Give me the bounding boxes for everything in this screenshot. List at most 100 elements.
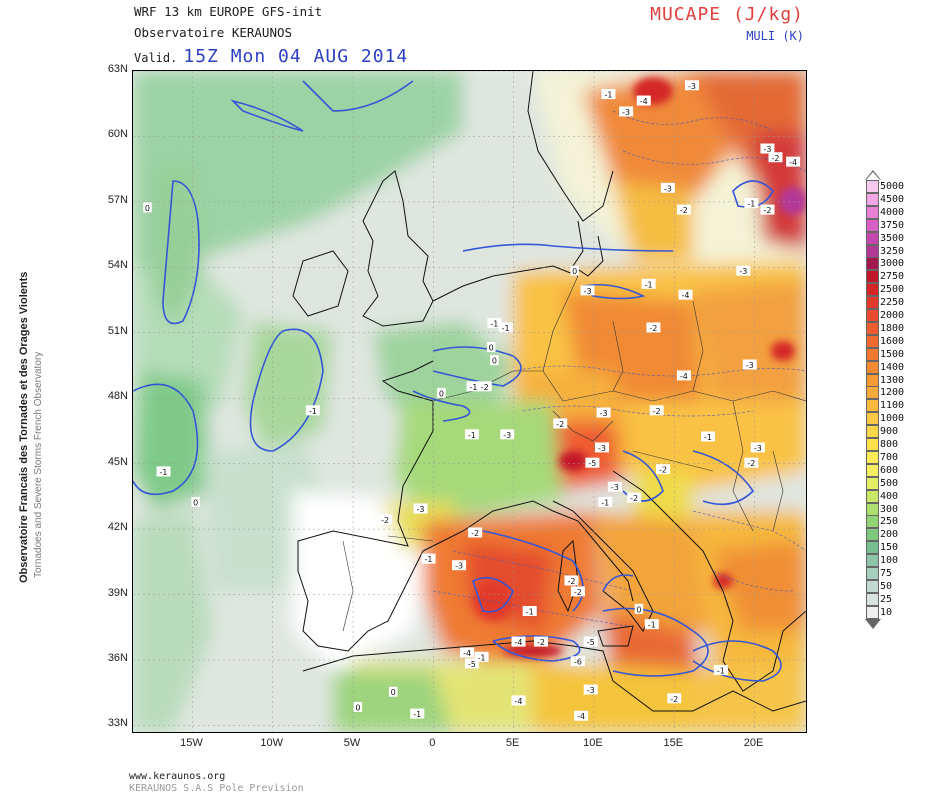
model-title: WRF 13 km EUROPE GFS-init	[134, 4, 323, 19]
contour-label: -2	[649, 405, 664, 416]
contour-label-text: -2	[471, 529, 479, 538]
contour-label-text: -3	[763, 145, 771, 154]
legend-value-label: 25	[880, 593, 893, 605]
contour-label-text: -4	[789, 158, 797, 167]
legend-value-label: 2000	[880, 310, 905, 321]
contour-label-text: -1	[470, 383, 478, 392]
legend-value-label: 4500	[880, 193, 905, 205]
contour-label-text: -1	[160, 468, 168, 477]
contour-label: -3	[619, 106, 634, 117]
legend-swatch	[866, 334, 879, 348]
legend-swatch	[866, 489, 879, 503]
legend-swatch	[866, 463, 879, 477]
legend-swatch	[866, 360, 879, 374]
contour-label-text: -3	[664, 184, 672, 193]
contour-label: -2	[477, 381, 492, 392]
legend-swatch	[866, 283, 879, 297]
legend-value-label: 50	[880, 580, 893, 592]
legend-swatch	[866, 309, 879, 322]
contour-label: -3	[607, 481, 622, 492]
contour-label: 0	[191, 496, 200, 507]
contour-label-text: -2	[556, 420, 564, 429]
contour-label: -2	[553, 418, 568, 429]
coastlines	[292, 71, 806, 712]
legend-swatch	[866, 515, 879, 529]
longitude-tick-label: 20E	[743, 737, 764, 749]
legend-value-label: 1100	[880, 400, 905, 412]
latitude-tick-label: 36N	[107, 652, 128, 664]
contour-label: -3	[684, 80, 699, 91]
legend-swatch	[866, 438, 879, 451]
longitude-tick-label: 15W	[180, 737, 203, 749]
contour-label: -3	[595, 442, 610, 453]
contour-label: 0	[490, 355, 499, 366]
legend-value-label: 300	[880, 503, 899, 515]
legend-value-label: 1800	[880, 322, 905, 334]
contour-label: -5	[585, 457, 600, 468]
legend-swatch	[866, 476, 879, 490]
contour-label: -1	[421, 553, 436, 564]
legend-bottom-arrow	[865, 618, 881, 629]
contour-label-text: -1	[704, 433, 712, 442]
contour-label-text: -3	[598, 444, 606, 453]
contour-label-text: -2	[537, 638, 545, 647]
legend-swatch	[866, 579, 879, 593]
legend-swatch	[866, 425, 879, 439]
legend-swatch	[866, 205, 879, 219]
contour-label: -2	[564, 575, 579, 586]
contour-label: 0	[486, 342, 496, 353]
contour-label-text: -3	[600, 409, 608, 418]
contour-label-text: -4	[577, 712, 585, 721]
contour-label: -2	[627, 492, 642, 503]
latitude-tick-label: 33N	[107, 717, 128, 730]
contour-label: -3	[660, 182, 675, 193]
legend-swatch	[866, 231, 879, 245]
contour-label: -2	[570, 586, 585, 597]
contour-label-text: -3	[746, 361, 754, 370]
contour-label: 0	[353, 702, 363, 713]
valid-prefix: Valid.	[134, 51, 178, 65]
contour-label-text: -4	[680, 372, 688, 381]
legend-swatch	[866, 450, 879, 464]
contour-label: -2	[646, 322, 661, 333]
contour-label-text: -1	[502, 324, 510, 333]
legend-value-label: 1600	[880, 335, 905, 347]
contour-label: -1	[644, 619, 659, 630]
contour-label-text: -6	[574, 658, 582, 667]
contour-label-text: -1	[490, 320, 498, 329]
legend-value-label: 75	[880, 568, 893, 579]
legend-value-label: 500	[880, 477, 899, 489]
cape-field	[133, 71, 806, 732]
latitude-tick-label: 51N	[107, 324, 128, 337]
valid-time-line: Valid. 15Z Mon 04 AUG 2014	[134, 46, 408, 67]
contour-label: -3	[760, 143, 775, 154]
contour-label-text: -2	[649, 324, 657, 333]
legend-value-label: 800	[880, 439, 899, 450]
legend-swatch	[866, 180, 879, 193]
contour-label-text: -3	[584, 287, 592, 296]
longitude-tick-label: 5W	[343, 737, 361, 749]
contour-label-text: -1	[468, 431, 476, 440]
legend-swatch	[866, 541, 879, 555]
legend-swatch	[866, 386, 879, 400]
contour-label: -1	[487, 318, 502, 329]
contour-label-text: -1	[648, 621, 656, 630]
legend-swatch	[866, 270, 879, 284]
legend-swatch	[866, 592, 879, 606]
contour-label: -3	[742, 359, 757, 370]
contour-label-text: -5	[468, 660, 476, 669]
contour-label: -4	[786, 156, 801, 167]
contour-label-text: -1	[526, 608, 534, 617]
contour-label: -1	[701, 431, 716, 442]
contour-label-text: -3	[688, 82, 696, 91]
legend-swatch	[866, 605, 879, 619]
legend-swatch	[866, 528, 879, 542]
legend-swatch	[866, 399, 879, 413]
legend-swatch	[866, 554, 879, 568]
contour-label: -1	[305, 405, 320, 416]
contour-label-text: -2	[630, 494, 638, 503]
contour-label-text: -5	[587, 638, 595, 647]
contour-label-text: -5	[588, 459, 596, 468]
contour-label-text: -1	[601, 498, 609, 507]
legend-value-label: 1500	[880, 348, 905, 360]
